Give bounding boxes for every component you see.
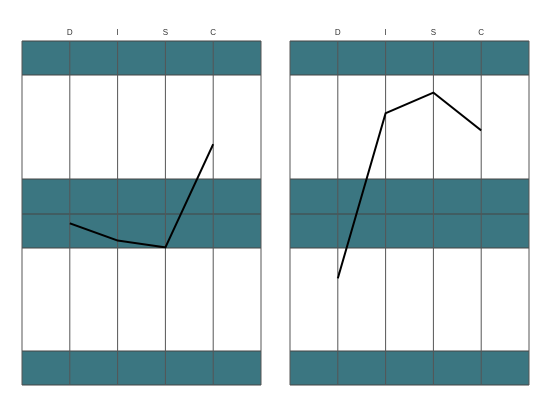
column-label: D [335, 28, 341, 37]
column-label: C [478, 28, 484, 37]
band [290, 351, 529, 385]
column-label: I [116, 28, 118, 37]
column-label: D [67, 28, 73, 37]
band [22, 41, 261, 75]
column-label: S [163, 28, 168, 37]
band [22, 351, 261, 385]
column-label: I [384, 28, 386, 37]
profile-line [69, 143, 215, 249]
profile-line [336, 91, 482, 279]
column-label: S [431, 28, 436, 37]
band [290, 41, 529, 75]
column-label: C [210, 28, 216, 37]
